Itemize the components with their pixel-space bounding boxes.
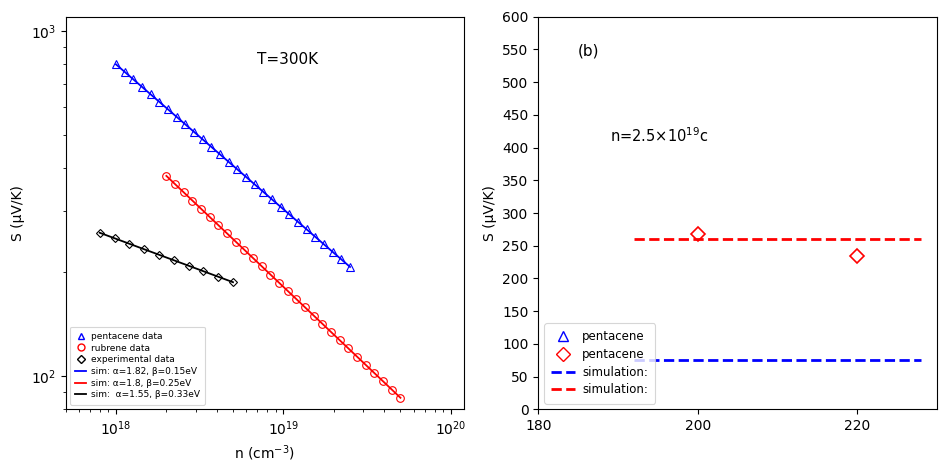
Legend: pentacene data, rubrene data, experimental data, sim: α=1.82, β=0.15eV, sim: α=1: pentacene data, rubrene data, experiment…: [70, 327, 206, 405]
Text: (b): (b): [578, 44, 600, 59]
Text: n=2.5$\times$10$^{19}$c: n=2.5$\times$10$^{19}$c: [611, 127, 708, 146]
X-axis label: n (cm$^{-3}$): n (cm$^{-3}$): [234, 443, 295, 463]
Legend: pentacene, pentacene, simulation:, simulation:: pentacene, pentacene, simulation:, simul…: [544, 323, 655, 403]
Y-axis label: S (μV/K): S (μV/K): [483, 185, 497, 241]
Y-axis label: S (μV/K): S (μV/K): [11, 185, 25, 241]
Text: T=300K: T=300K: [257, 52, 318, 67]
